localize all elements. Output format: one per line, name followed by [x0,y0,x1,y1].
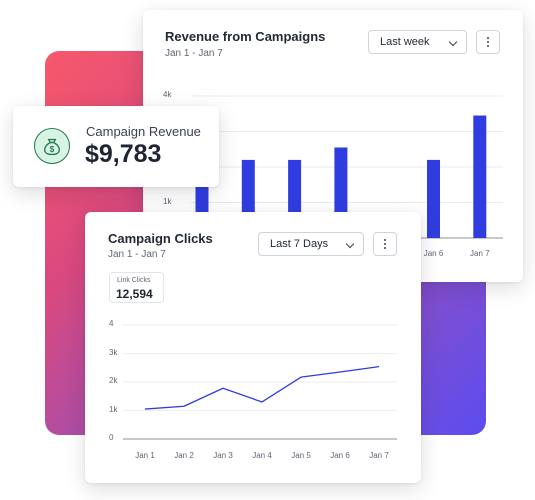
revenue-bar [427,159,440,238]
money-bag-icon: $ [34,128,70,164]
clicks-line-chart [123,324,397,440]
revenue-period-dropdown[interactable]: Last week [368,30,467,54]
bar-x-tick-label: Jan 7 [470,249,490,258]
kebab-icon [487,37,489,47]
link-clicks-metric: Link Clicks 12,594 [109,272,164,303]
clicks-series-line [144,365,380,410]
link-clicks-label: Link Clicks [117,277,151,284]
line-y-tick-label: 3k [109,347,118,357]
bar-y-tick-label: 4k [163,90,172,99]
clicks-more-button[interactable] [373,232,397,256]
line-y-tick-label: 4 [109,319,114,328]
line-x-tick-label: Jan 1 [135,451,155,460]
revenue-bar [473,115,487,238]
link-clicks-value: 12,594 [116,287,153,301]
revenue-card-title: Revenue from Campaigns [165,29,326,44]
line-x-tick-label: Jan 2 [174,451,194,460]
campaign-revenue-value: $9,783 [85,140,162,168]
line-x-tick-label: Jan 6 [330,451,350,460]
svg-text:$: $ [49,145,54,154]
line-x-tick-label: Jan 3 [213,451,233,460]
bar-x-tick-label: Jan 6 [423,249,444,258]
revenue-period-value: Last week [380,36,430,48]
campaign-revenue-card: $ Campaign Revenue $9,783 [13,106,219,187]
kebab-icon [384,239,386,249]
revenue-more-button[interactable] [476,30,500,54]
revenue-date-range: Jan 1 - Jan 7 [165,48,223,59]
campaign-revenue-label: Campaign Revenue [86,124,201,139]
line-y-tick-label: 1k [109,404,118,414]
line-y-tick-label: 0 [109,433,114,442]
clicks-card: Campaign Clicks Jan 1 - Jan 7 Last 7 Day… [85,212,421,483]
line-x-tick-label: Jan 5 [291,451,311,460]
line-x-tick-label: Jan 7 [369,451,389,460]
bar-y-tick-label: 1k [163,196,172,206]
clicks-date-range: Jan 1 - Jan 7 [108,249,166,260]
line-x-tick-label: Jan 4 [252,451,272,460]
clicks-card-title: Campaign Clicks [108,231,213,246]
line-y-tick-label: 2k [109,376,118,385]
clicks-period-value: Last 7 Days [270,238,329,250]
clicks-period-dropdown[interactable]: Last 7 Days [258,232,364,256]
